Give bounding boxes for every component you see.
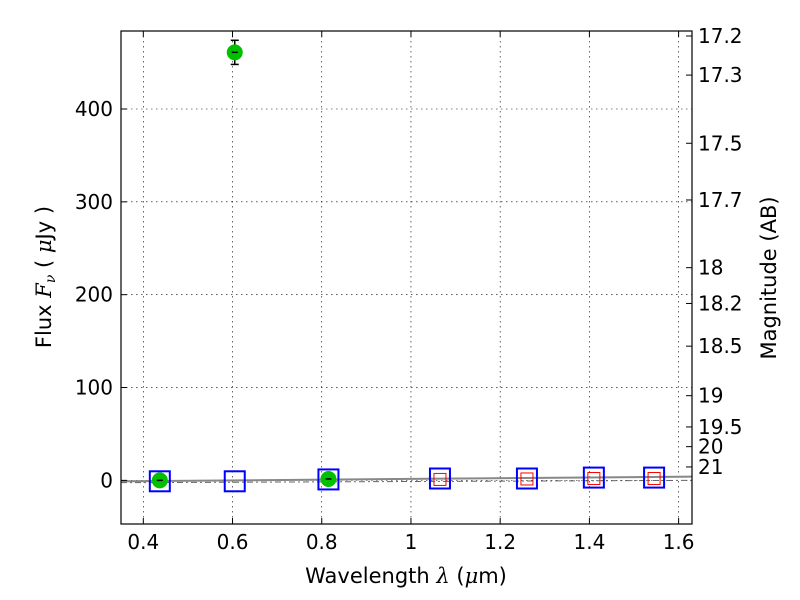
axis-ticks: 0.4 0.6 0.8 1 1.2 1.4 1.6 0 100 200 300 400 17.2 17.3… bbox=[75, 24, 743, 554]
blue-square-marker bbox=[643, 466, 666, 489]
mag-tick-label: 17.3 bbox=[698, 63, 743, 87]
red-square-marker bbox=[520, 472, 534, 486]
y2-axis-title: Magnitude (AB) bbox=[757, 196, 781, 359]
mag-tick-label: 19.5 bbox=[698, 415, 743, 439]
y-tick-label: 400 bbox=[75, 97, 113, 121]
plot-frame bbox=[120, 30, 693, 525]
x-tick-label: 0.4 bbox=[127, 530, 159, 554]
x-axis-title: Wavelength λ (μm) bbox=[305, 564, 507, 588]
mag-tick-label: 17.2 bbox=[698, 24, 743, 48]
y-tick-label: 300 bbox=[75, 190, 113, 214]
blue-square-marker bbox=[317, 468, 340, 491]
red-square-marker bbox=[587, 472, 601, 486]
blue-square-marker bbox=[428, 467, 451, 490]
red-square-marker bbox=[433, 472, 447, 486]
x-tick-label: 1.4 bbox=[573, 530, 605, 554]
blue-square-marker bbox=[582, 466, 605, 489]
data-points bbox=[148, 39, 666, 493]
x-tick-label: 1.6 bbox=[663, 530, 695, 554]
blue-square-marker bbox=[148, 470, 171, 493]
red-square-marker bbox=[647, 472, 661, 486]
mag-tick-label: 21 bbox=[698, 455, 723, 479]
y-tick-label: 100 bbox=[75, 376, 113, 400]
y-tick-label: 0 bbox=[100, 468, 113, 492]
x-tick-label: 1 bbox=[405, 530, 418, 554]
x-tick-label: 0.6 bbox=[217, 530, 249, 554]
mag-tick-label: 20 bbox=[698, 435, 723, 459]
x-tick-label: 1.2 bbox=[484, 530, 516, 554]
x-tick-label: 0.8 bbox=[306, 530, 338, 554]
mag-tick-label: 18 bbox=[698, 256, 723, 280]
y-tick-label: 200 bbox=[75, 283, 113, 307]
mag-tick-label: 17.7 bbox=[698, 188, 743, 212]
grid-lines bbox=[121, 31, 692, 524]
blue-square-marker bbox=[515, 467, 538, 490]
model-lines bbox=[120, 475, 693, 484]
mag-tick-label: 19 bbox=[698, 384, 723, 408]
model-line-dashed bbox=[120, 479, 693, 484]
mag-tick-label: 18.2 bbox=[698, 291, 743, 315]
y-axis-title: Flux Fν ( μJy ) bbox=[32, 206, 59, 348]
mag-tick-label: 18.5 bbox=[698, 334, 743, 358]
model-line-solid bbox=[120, 475, 693, 483]
blue-square-marker bbox=[223, 470, 246, 493]
mag-tick-label: 17.5 bbox=[698, 131, 743, 155]
